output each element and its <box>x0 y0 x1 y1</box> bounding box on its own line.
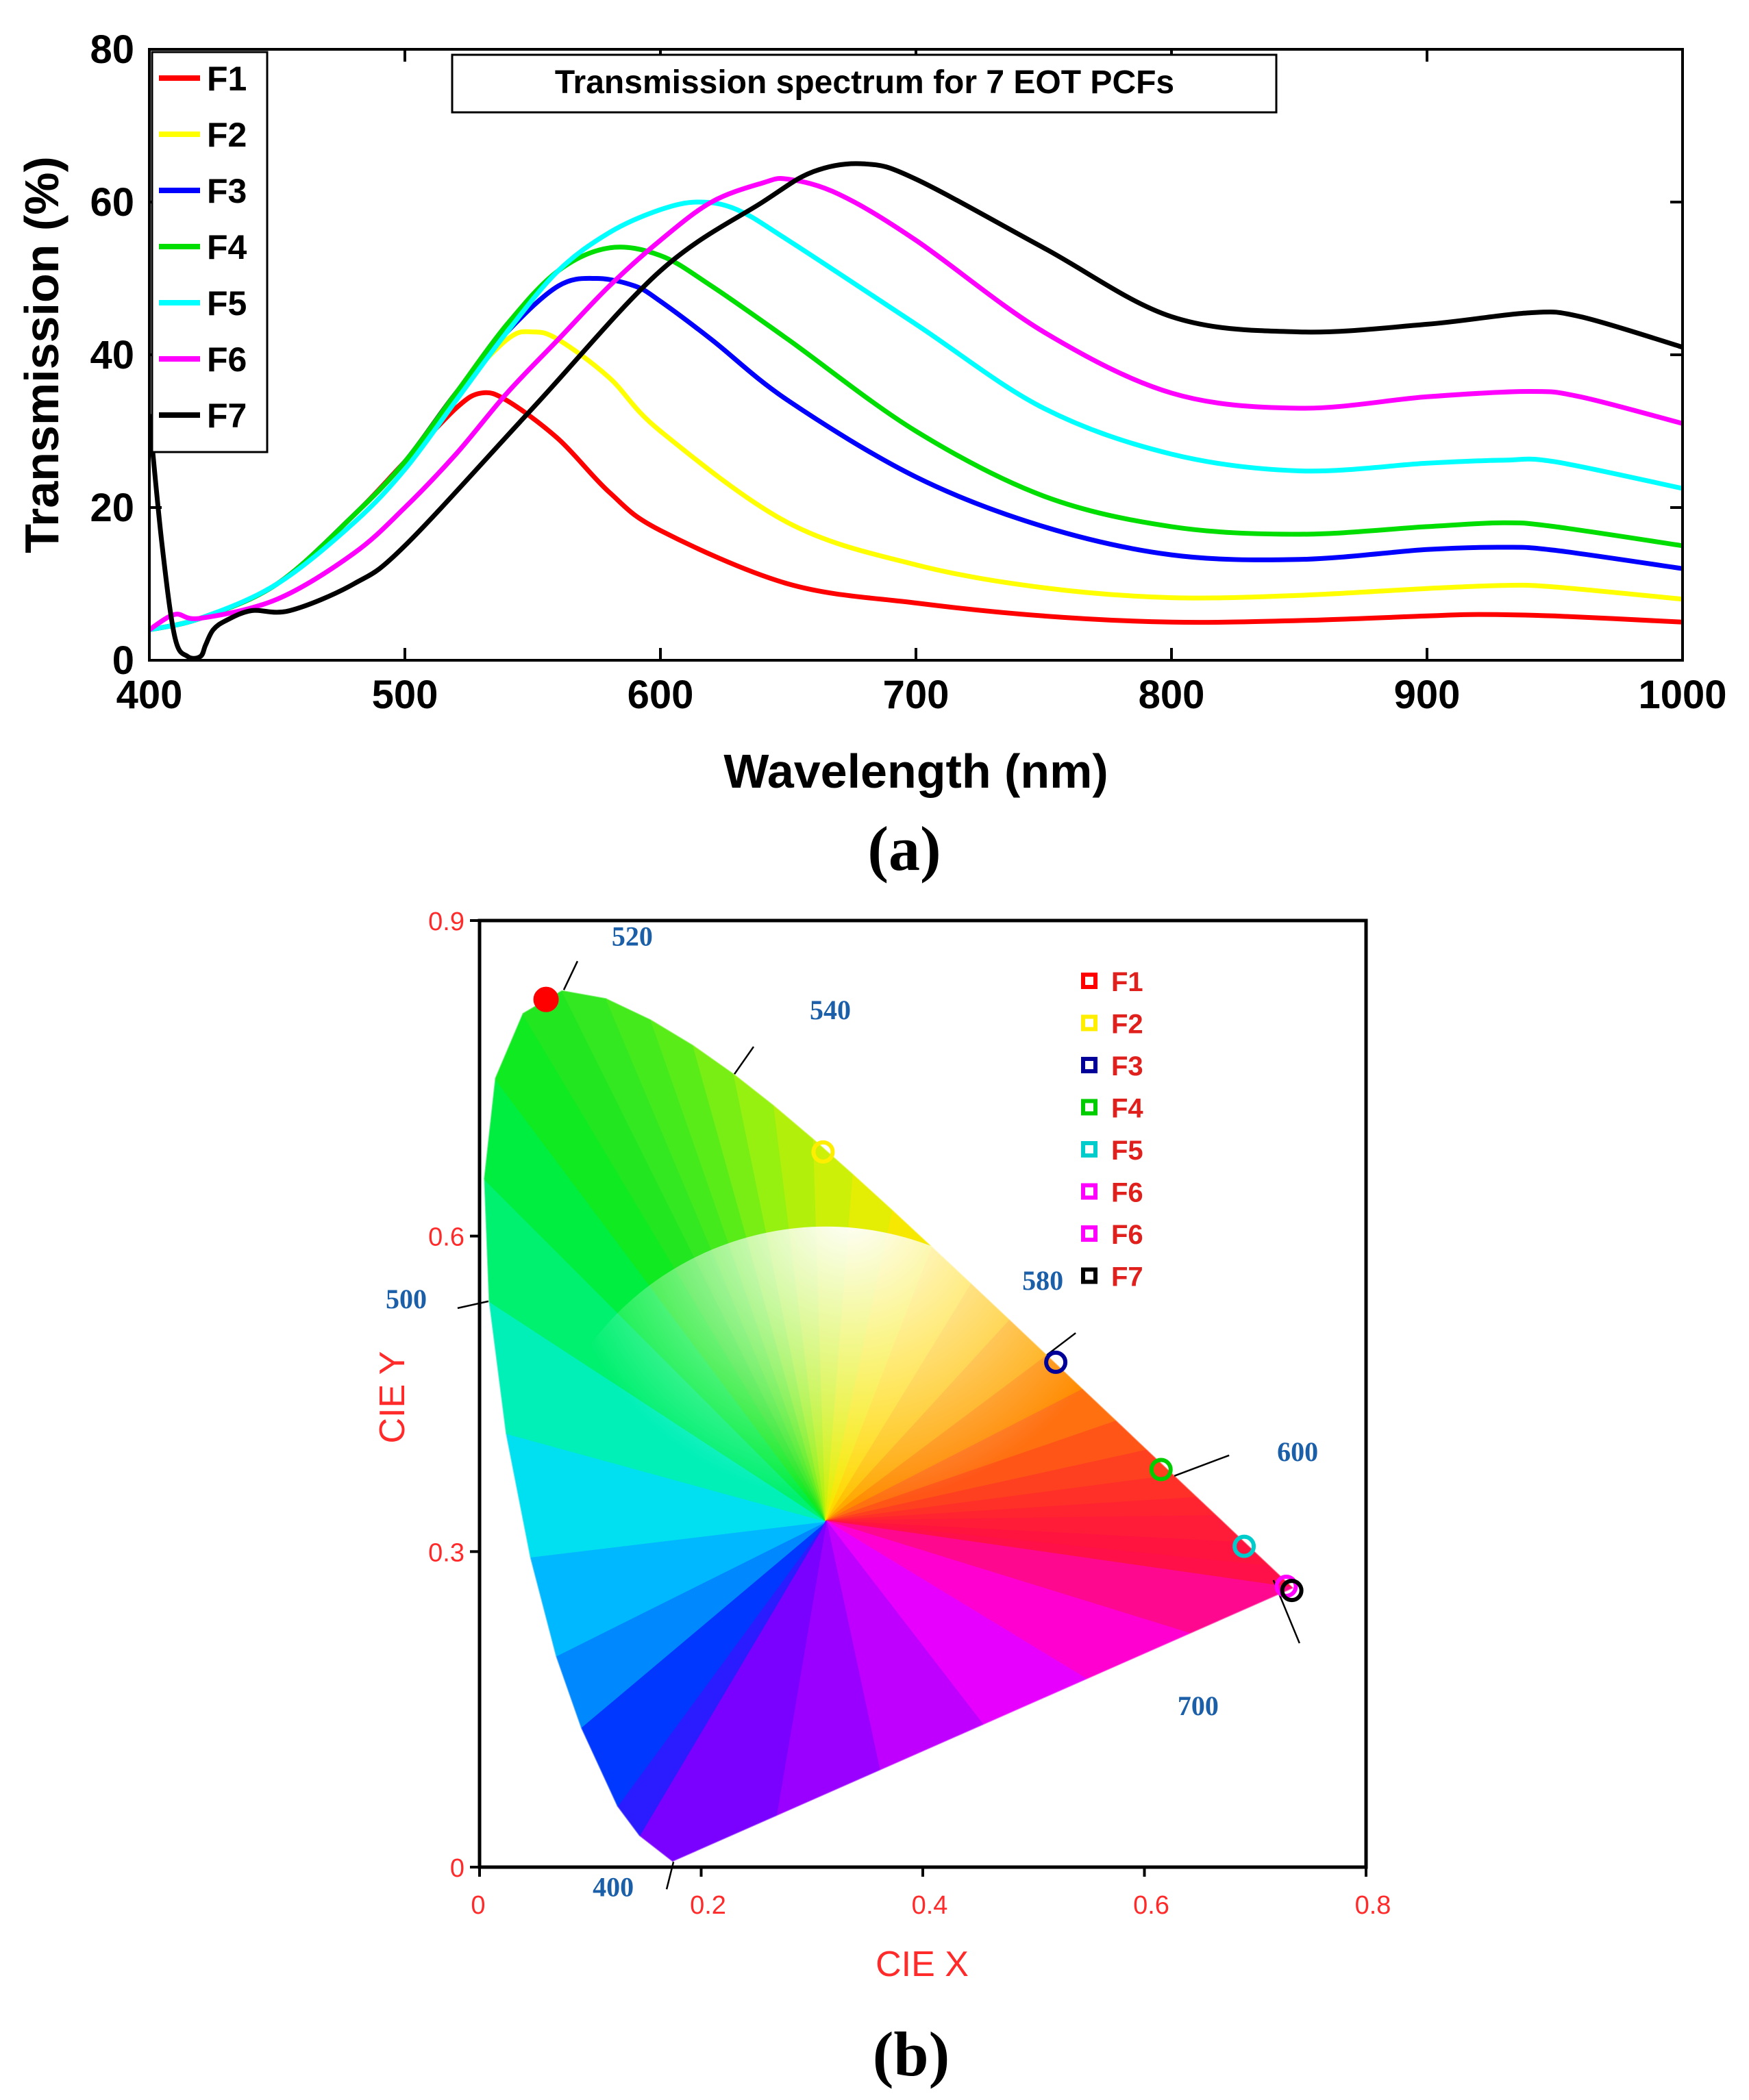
legend-label-f6: F6 <box>207 340 247 379</box>
legend-marker-b <box>1081 1225 1097 1242</box>
y-tick-label-a: 0 <box>112 638 134 683</box>
y-tick-label-a: 60 <box>90 180 134 225</box>
x-tick-label-b: 0.2 <box>690 1891 726 1920</box>
point-f5 <box>1232 1534 1256 1558</box>
wavelength-tick-580 <box>1046 1332 1076 1356</box>
x-tick-label-b: 0.8 <box>1355 1891 1391 1920</box>
wavelength-tick-500 <box>457 1300 489 1310</box>
point-f4 <box>1149 1458 1173 1482</box>
y-tick-label-a: 20 <box>90 486 134 530</box>
series-line-f6 <box>149 176 1683 632</box>
series-line-f4 <box>149 245 1683 632</box>
wavelength-label-580: 580 <box>1022 1265 1063 1296</box>
legend-marker-b <box>1081 1183 1097 1200</box>
x-tick-label-a: 900 <box>1394 673 1461 717</box>
x-tick-label-a: 1000 <box>1638 673 1726 717</box>
wavelength-tick-600 <box>1174 1454 1230 1477</box>
legend-label-b: F6 <box>1111 1178 1143 1208</box>
x-tick-label-a: 700 <box>883 673 950 717</box>
wavelength-tick-400 <box>665 1862 675 1890</box>
x-tick-label-b: 0.4 <box>912 1891 948 1920</box>
legend-label-b: F5 <box>1111 1136 1143 1166</box>
y-tick-label-a: 80 <box>90 27 134 72</box>
point-f1 <box>533 986 559 1012</box>
series-line-f5 <box>149 199 1683 632</box>
y-axis-label-a: Transmission (%) <box>15 156 69 553</box>
legend-box-a <box>151 51 269 453</box>
legend-label-f1: F1 <box>207 60 247 98</box>
legend-label-b: F1 <box>1111 967 1143 997</box>
x-tick-label-b: 0.6 <box>1133 1891 1169 1920</box>
legend-marker-b <box>1081 1014 1097 1032</box>
y-tick-label-b: 0.3 <box>428 1538 464 1567</box>
wavelength-label-500: 500 <box>386 1284 427 1314</box>
x-axis-label-b: CIE X <box>876 1945 969 1984</box>
y-tick-label-b: 0 <box>450 1854 464 1883</box>
wavelength-label-520: 520 <box>612 921 653 951</box>
legend-label-f3: F3 <box>207 172 247 210</box>
legend-marker-b <box>1081 1141 1097 1158</box>
panel-label-a: (a) <box>867 814 941 884</box>
legend-label-b: F6 <box>1111 1220 1143 1250</box>
series-line-f7 <box>149 161 1683 660</box>
wavelength-label-600: 600 <box>1277 1436 1318 1467</box>
chart-title-box <box>451 53 1278 114</box>
wavelength-tick-520 <box>562 960 579 990</box>
y-tick-label-b: 0.6 <box>428 1223 464 1252</box>
legend-label-f4: F4 <box>207 228 247 266</box>
spectral-locus-edge <box>483 989 1295 1863</box>
wavelength-label-400: 400 <box>593 1871 634 1902</box>
x-tick-label-a: 500 <box>372 673 438 717</box>
legend-label-f2: F2 <box>207 116 247 154</box>
wavelength-tick-540 <box>734 1046 755 1075</box>
legend-label-f5: F5 <box>207 284 247 323</box>
x-tick-label-a: 400 <box>116 673 183 717</box>
x-tick-label-b: 0 <box>471 1891 485 1920</box>
y-axis-label-b: CIE Y <box>373 1351 412 1444</box>
y-tick-label-b: 0.9 <box>428 908 464 936</box>
transmission-chart: 400 500 600 700 800 900 1000 0 20 40 60 80 Transmis… <box>15 27 1727 798</box>
x-axis-label-a: Wavelength (nm) <box>723 745 1108 798</box>
legend-marker-b <box>1081 1057 1097 1073</box>
y-tick-label-a: 40 <box>90 333 134 377</box>
legend-marker-b <box>1081 1099 1097 1116</box>
panel-label-b: (b) <box>873 2019 950 2089</box>
x-tick-label-a: 800 <box>1139 673 1205 717</box>
x-tick-label-a: 600 <box>628 673 694 717</box>
gamut-fill <box>484 990 1294 1862</box>
chart-title: Transmission spectrum for 7 EOT PCFs <box>555 64 1174 101</box>
cie-gamut <box>483 989 1295 1863</box>
legend-label-b: F7 <box>1111 1262 1143 1292</box>
legend-marker-b <box>1081 973 1097 989</box>
point-f2 <box>811 1140 835 1164</box>
legend-label-f7: F7 <box>207 397 247 435</box>
wavelength-label-540: 540 <box>810 995 851 1025</box>
legend-label-b: F2 <box>1111 1010 1143 1040</box>
point-f7 <box>1280 1579 1304 1603</box>
wavelength-label-700: 700 <box>1178 1690 1219 1721</box>
legend-label-b: F3 <box>1111 1051 1143 1082</box>
cie-chromaticity-chart: 0 0.2 0.4 0.6 0.8 0 0.3 0.6 0.9 520 540 500 580 600 7… <box>373 908 1391 1984</box>
point-f3 <box>1044 1350 1068 1374</box>
gamut-white-glow <box>531 1226 1121 1816</box>
legend-label-b: F4 <box>1111 1094 1143 1124</box>
legend-marker-b <box>1081 1267 1097 1284</box>
plot-area-a <box>149 49 1683 660</box>
